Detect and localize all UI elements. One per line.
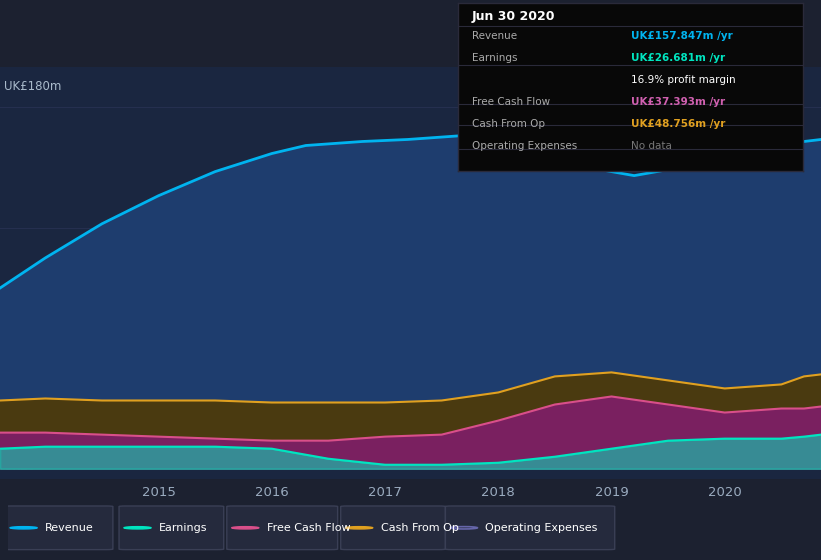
Text: UK£157.847m /yr: UK£157.847m /yr	[631, 31, 732, 41]
Text: Free Cash Flow: Free Cash Flow	[267, 523, 351, 533]
Circle shape	[346, 526, 373, 529]
Text: Jun 30 2020: Jun 30 2020	[472, 10, 556, 22]
FancyBboxPatch shape	[5, 506, 113, 549]
Text: UK£37.393m /yr: UK£37.393m /yr	[631, 97, 725, 107]
FancyBboxPatch shape	[227, 506, 337, 549]
Text: Earnings: Earnings	[472, 53, 517, 63]
Circle shape	[232, 526, 259, 529]
Text: UK£0: UK£0	[4, 460, 35, 473]
Circle shape	[124, 526, 151, 529]
Text: Operating Expenses: Operating Expenses	[472, 141, 577, 151]
Text: Cash From Op: Cash From Op	[472, 119, 545, 129]
FancyBboxPatch shape	[119, 506, 223, 549]
Text: UK£26.681m /yr: UK£26.681m /yr	[631, 53, 725, 63]
Text: Revenue: Revenue	[472, 31, 517, 41]
Text: UK£48.756m /yr: UK£48.756m /yr	[631, 119, 725, 129]
Text: Revenue: Revenue	[45, 523, 94, 533]
Text: Free Cash Flow: Free Cash Flow	[472, 97, 550, 107]
Circle shape	[10, 526, 37, 529]
Text: No data: No data	[631, 141, 672, 151]
Text: Earnings: Earnings	[159, 523, 208, 533]
Text: Cash From Op: Cash From Op	[381, 523, 459, 533]
Text: 16.9% profit margin: 16.9% profit margin	[631, 75, 735, 85]
Text: UK£180m: UK£180m	[4, 80, 62, 92]
Text: Operating Expenses: Operating Expenses	[485, 523, 598, 533]
FancyBboxPatch shape	[341, 506, 446, 549]
FancyBboxPatch shape	[445, 506, 615, 549]
